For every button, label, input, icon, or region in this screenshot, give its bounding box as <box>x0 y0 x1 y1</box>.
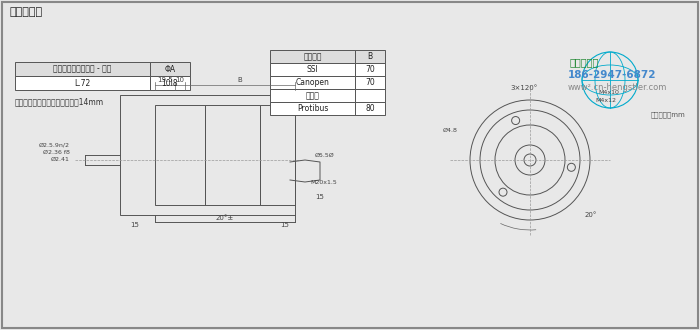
Text: 80: 80 <box>365 104 375 113</box>
Bar <box>355 76 385 89</box>
Text: Protibus: Protibus <box>297 104 328 113</box>
Text: 20°: 20° <box>585 212 597 218</box>
Text: Ø4.8: Ø4.8 <box>443 127 458 133</box>
Text: B: B <box>237 77 242 83</box>
Text: Ø2.41: Ø2.41 <box>51 156 70 161</box>
Text: Ø5.5Ø: Ø5.5Ø <box>315 152 335 157</box>
Text: L.72: L.72 <box>74 79 90 87</box>
Bar <box>270 89 355 102</box>
Text: 连接：轴向: 连接：轴向 <box>10 7 43 17</box>
Bar <box>150 62 190 76</box>
Bar <box>355 89 385 102</box>
Bar <box>150 76 190 90</box>
Text: 70: 70 <box>365 65 375 74</box>
Text: Ø2.36 f8: Ø2.36 f8 <box>43 149 70 154</box>
Text: 15: 15 <box>315 194 324 200</box>
Bar <box>270 63 355 76</box>
Text: M4x10: M4x10 <box>598 89 619 94</box>
Text: SSI: SSI <box>307 65 319 74</box>
Text: 电气接口: 电气接口 <box>303 52 322 61</box>
Bar <box>120 95 295 215</box>
Text: 20°±: 20°± <box>216 215 234 221</box>
Text: Ø2.5.9n/2: Ø2.5.9n/2 <box>39 143 70 148</box>
Text: Canopen: Canopen <box>295 78 330 87</box>
Text: 西安德伍防: 西安德伍防 <box>570 57 599 67</box>
Text: M20x1.5: M20x1.5 <box>310 180 337 184</box>
Text: 19.5: 19.5 <box>158 77 173 83</box>
Text: 10: 10 <box>176 77 185 83</box>
Text: 模拟量: 模拟量 <box>306 91 319 100</box>
Text: www².cn-hengstler.com: www².cn-hengstler.com <box>568 83 667 92</box>
Text: 15: 15 <box>281 222 289 228</box>
Text: 单位尺寸：mm: 单位尺寸：mm <box>650 112 685 118</box>
Bar <box>15 62 150 76</box>
Bar <box>260 105 295 205</box>
Bar <box>270 50 355 63</box>
Bar <box>355 50 385 63</box>
Bar <box>270 76 355 89</box>
Text: 推荐的电缆密封管的螺纹长度：14mm: 推荐的电缆密封管的螺纹长度：14mm <box>15 97 104 107</box>
Text: 70: 70 <box>365 78 375 87</box>
Text: B: B <box>368 52 372 61</box>
Bar <box>355 102 385 115</box>
Text: ΦA: ΦA <box>164 64 176 74</box>
Bar <box>205 105 260 205</box>
Bar <box>155 105 205 205</box>
Bar <box>15 76 150 90</box>
Bar <box>355 63 385 76</box>
Bar <box>270 102 355 115</box>
Text: 15: 15 <box>131 222 139 228</box>
Text: 10l8: 10l8 <box>162 79 178 87</box>
Text: M4x12: M4x12 <box>595 97 616 103</box>
Text: 3×120°: 3×120° <box>510 85 538 91</box>
Text: 安装／防护等级／轴 - 代码: 安装／防护等级／轴 - 代码 <box>53 64 112 74</box>
Text: 186-2947-6872: 186-2947-6872 <box>568 70 657 80</box>
